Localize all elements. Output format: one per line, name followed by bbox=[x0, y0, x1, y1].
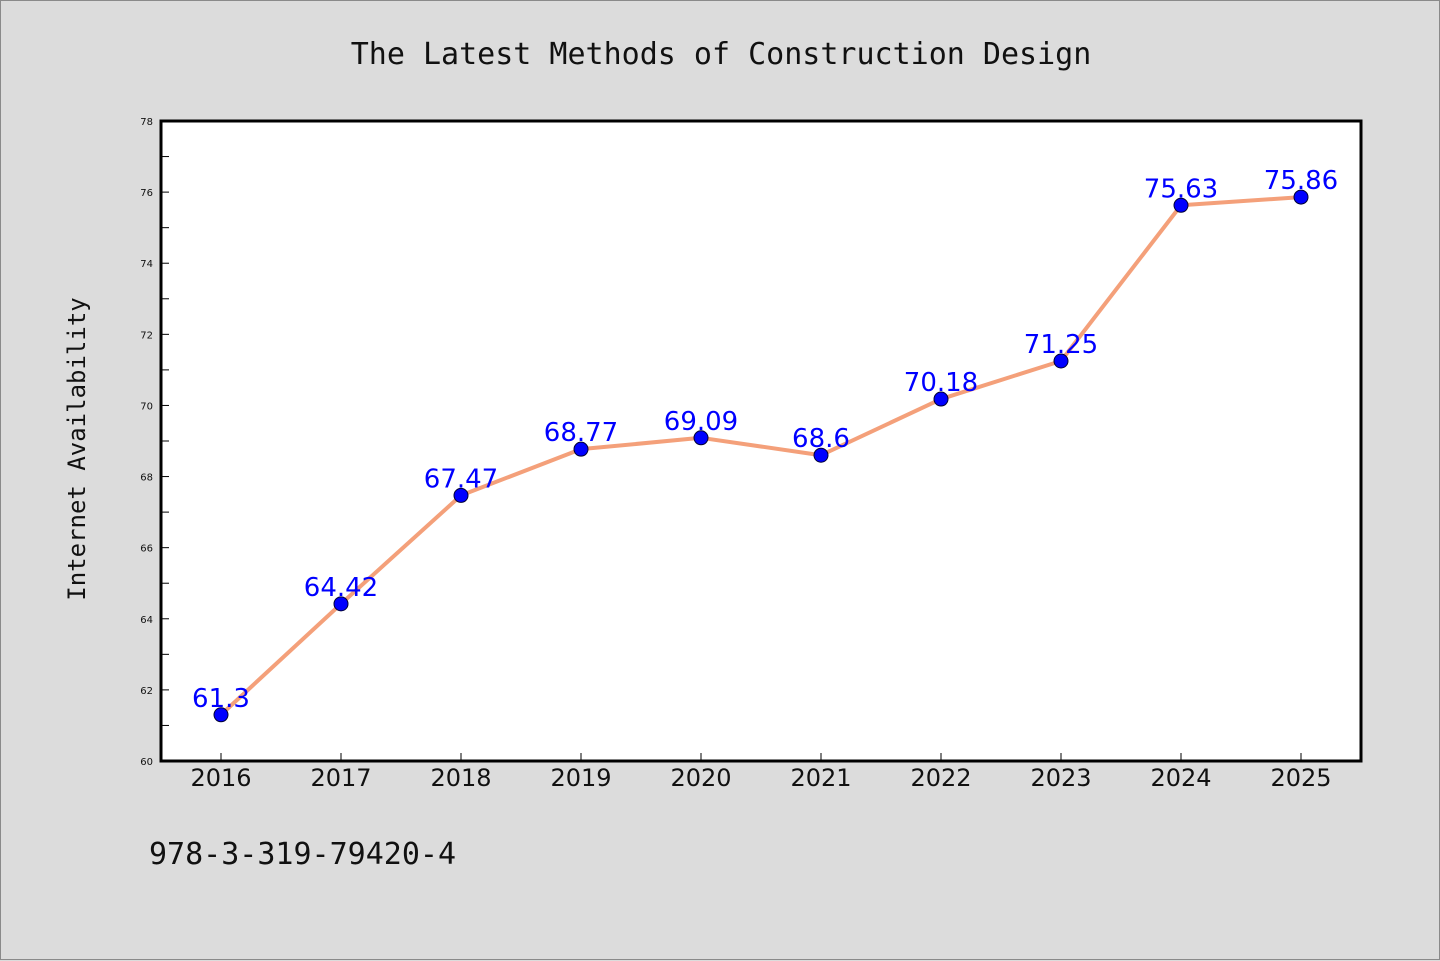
series-layer bbox=[213, 189, 1309, 723]
data-label: 71.25 bbox=[1024, 330, 1098, 360]
y-tick-label: 74 bbox=[140, 259, 153, 270]
y-tick-label: 68 bbox=[140, 473, 153, 484]
x-tick-label: 2016 bbox=[190, 764, 251, 792]
x-tick-label: 2025 bbox=[1270, 764, 1331, 792]
plot-area bbox=[159, 119, 1363, 763]
data-label: 69.09 bbox=[664, 407, 738, 437]
x-tick-label: 2021 bbox=[790, 764, 851, 792]
data-label: 70.18 bbox=[904, 368, 978, 398]
chart-title: The Latest Methods of Construction Desig… bbox=[351, 37, 1092, 72]
data-label: 68.77 bbox=[544, 418, 618, 448]
x-tick-label: 2019 bbox=[550, 764, 611, 792]
data-point bbox=[933, 391, 949, 407]
y-tick-label: 64 bbox=[140, 615, 153, 626]
x-tick-label: 2020 bbox=[670, 764, 731, 792]
data-label: 68.6 bbox=[792, 424, 850, 454]
x-axis: 2016 2017 2018 2019 2020 2021 2022 2023 2024 2025 bbox=[190, 753, 1332, 792]
x-tick-label: 2023 bbox=[1030, 764, 1091, 792]
y-axis: 60 62 64 66 68 70 72 74 76 78 bbox=[140, 117, 169, 768]
data-point bbox=[1173, 197, 1189, 213]
data-point bbox=[333, 596, 349, 612]
y-tick-label: 60 bbox=[140, 757, 153, 768]
data-point bbox=[1053, 353, 1069, 369]
x-tick-label: 2017 bbox=[310, 764, 371, 792]
data-label: 75.63 bbox=[1144, 174, 1218, 204]
y-tick-label: 66 bbox=[140, 544, 153, 555]
data-label: 67.47 bbox=[424, 464, 498, 494]
x-tick-label: 2024 bbox=[1150, 764, 1211, 792]
y-tick-label: 78 bbox=[140, 117, 153, 128]
data-point bbox=[453, 487, 469, 503]
data-label: 64.42 bbox=[304, 573, 378, 603]
data-point bbox=[693, 430, 709, 446]
data-point bbox=[813, 447, 829, 463]
series-line bbox=[219, 195, 1302, 717]
y-tick-label: 76 bbox=[140, 188, 153, 199]
y-axis-label: Internet Availability bbox=[63, 297, 91, 600]
data-point bbox=[1293, 189, 1309, 205]
data-labels: 61.3 64.42 67.47 68.77 69.09 68.6 70.18 71.25 75… bbox=[192, 166, 1338, 714]
x-tick-label: 2018 bbox=[430, 764, 491, 792]
isbn-footer: 978-3-319-79420-4 bbox=[149, 837, 456, 872]
y-tick-label: 72 bbox=[140, 330, 153, 341]
y-tick-label: 70 bbox=[140, 401, 153, 412]
data-point bbox=[213, 707, 229, 723]
data-label: 75.86 bbox=[1264, 166, 1338, 196]
y-tick-label: 62 bbox=[140, 686, 153, 697]
data-point bbox=[573, 441, 589, 457]
data-label: 61.3 bbox=[192, 684, 250, 714]
x-tick-label: 2022 bbox=[910, 764, 971, 792]
